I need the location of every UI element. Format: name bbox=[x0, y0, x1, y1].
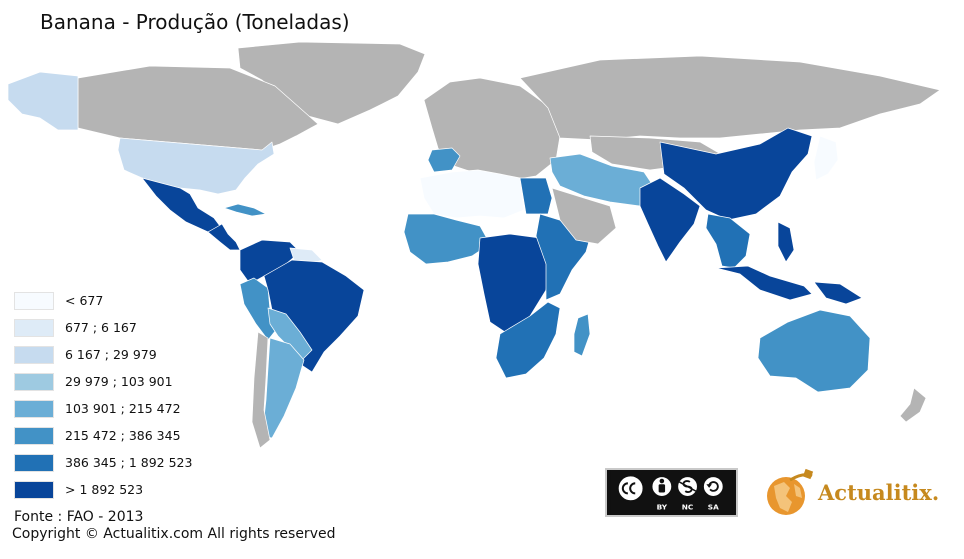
map-region bbox=[223, 203, 267, 217]
map-region bbox=[813, 135, 839, 181]
legend-item: 29 979 ; 103 901 bbox=[14, 368, 192, 395]
map-region bbox=[419, 169, 525, 219]
legend-label: 215 472 ; 386 345 bbox=[65, 428, 181, 443]
map-region bbox=[519, 55, 941, 141]
legend-item: 386 345 ; 1 892 523 bbox=[14, 449, 192, 476]
sa-icon bbox=[702, 475, 725, 498]
legend-swatch bbox=[14, 399, 54, 418]
legend-item: < 677 bbox=[14, 287, 192, 314]
map-region bbox=[207, 223, 241, 251]
map-region bbox=[237, 41, 426, 125]
map-region bbox=[639, 177, 701, 263]
copyright-notice: Copyright © Actualitix.com All rights re… bbox=[12, 526, 336, 542]
legend-swatch bbox=[14, 426, 54, 445]
legend-swatch bbox=[14, 453, 54, 472]
actualitix-logo: Actualitix. bbox=[762, 466, 952, 518]
map-region bbox=[519, 177, 553, 215]
legend-item: 103 901 ; 215 472 bbox=[14, 395, 192, 422]
by-icon bbox=[651, 475, 673, 498]
map-legend: < 677 677 ; 6 167 6 167 ; 29 979 29 979 ; 1… bbox=[14, 287, 192, 503]
legend-label: > 1 892 523 bbox=[65, 482, 144, 497]
legend-swatch bbox=[14, 480, 54, 499]
legend-label: 103 901 ; 215 472 bbox=[65, 401, 181, 416]
map-region bbox=[777, 221, 795, 263]
legend-swatch bbox=[14, 291, 54, 310]
map-region bbox=[403, 213, 491, 265]
brand-name-text: Actualitix bbox=[818, 480, 932, 505]
legend-label: < 677 bbox=[65, 293, 104, 308]
map-region bbox=[251, 331, 271, 449]
brand-name: Actualitix. bbox=[818, 480, 939, 505]
legend-item: 6 167 ; 29 979 bbox=[14, 341, 192, 368]
legend-label: 29 979 ; 103 901 bbox=[65, 374, 173, 389]
legend-label: 677 ; 6 167 bbox=[65, 320, 137, 335]
legend-label: 386 345 ; 1 892 523 bbox=[65, 455, 193, 470]
cc-license-badge: BY NC SA bbox=[605, 468, 738, 517]
map-region bbox=[899, 387, 927, 423]
legend-item: > 1 892 523 bbox=[14, 476, 192, 503]
map-region bbox=[705, 213, 751, 269]
map-title: Banana - Produção (Toneladas) bbox=[40, 10, 350, 34]
legend-label: 6 167 ; 29 979 bbox=[65, 347, 157, 362]
map-region bbox=[77, 65, 319, 151]
brand-dot: . bbox=[931, 480, 940, 505]
data-source: Fonte : FAO - 2013 bbox=[14, 509, 144, 525]
map-region bbox=[117, 137, 275, 195]
legend-swatch bbox=[14, 345, 54, 364]
world-map bbox=[7, 41, 941, 449]
legend-swatch bbox=[14, 372, 54, 391]
nc-icon bbox=[676, 475, 699, 498]
map-region bbox=[757, 309, 871, 393]
map-region bbox=[7, 71, 79, 131]
globe-icon bbox=[767, 468, 814, 515]
license-label-by: BY bbox=[657, 502, 668, 511]
license-label-sa: SA bbox=[708, 502, 719, 511]
legend-item: 215 472 ; 386 345 bbox=[14, 422, 192, 449]
map-region bbox=[573, 313, 591, 357]
map-region bbox=[495, 301, 561, 379]
legend-swatch bbox=[14, 318, 54, 337]
map-region bbox=[427, 147, 461, 173]
map-region bbox=[551, 187, 617, 245]
legend-item: 677 ; 6 167 bbox=[14, 314, 192, 341]
map-region bbox=[715, 265, 813, 301]
map-region bbox=[813, 281, 863, 305]
map-region bbox=[261, 337, 305, 439]
cc-icon bbox=[616, 474, 645, 503]
license-label-nc: NC bbox=[682, 502, 694, 511]
map-region bbox=[659, 127, 813, 221]
